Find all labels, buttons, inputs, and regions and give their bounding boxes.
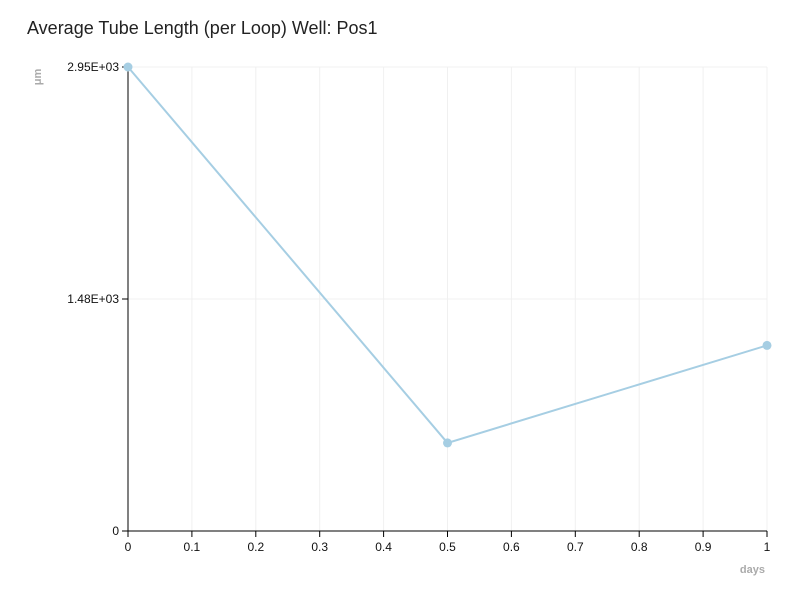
data-point xyxy=(443,438,452,448)
x-tick-label: 0.4 xyxy=(375,540,392,554)
x-tick-label: 0.7 xyxy=(567,540,584,554)
chart-title: Average Tube Length (per Loop) Well: Pos… xyxy=(27,18,378,38)
data-point xyxy=(762,340,772,350)
x-axis-title: days xyxy=(740,564,765,576)
y-tick-label: 2.95E+03 xyxy=(67,60,119,74)
axes: 0 0.1 0.2 0.3 0.4 0.5 0.6 0.7 0.8 0.9 1 0 1.48E+03 2.… xyxy=(67,60,770,554)
data-point xyxy=(123,62,133,72)
grid xyxy=(127,66,768,532)
x-tick-label: 0.8 xyxy=(631,540,648,554)
x-tick-label: 1 xyxy=(764,540,771,554)
x-tick-label: 0 xyxy=(125,540,132,554)
y-axis-title: μm xyxy=(32,69,44,86)
series-layer xyxy=(123,62,772,448)
x-tick-label: 0.5 xyxy=(439,540,456,554)
x-tick-label: 0.3 xyxy=(311,540,328,554)
y-tick-label: 1.48E+03 xyxy=(67,292,119,306)
x-tick-label: 0.6 xyxy=(503,540,520,554)
x-tick-label: 0.2 xyxy=(247,540,264,554)
x-tick-label: 0.1 xyxy=(184,540,201,554)
x-tick-label: 0.9 xyxy=(695,540,712,554)
y-tick-label: 0 xyxy=(112,524,119,538)
